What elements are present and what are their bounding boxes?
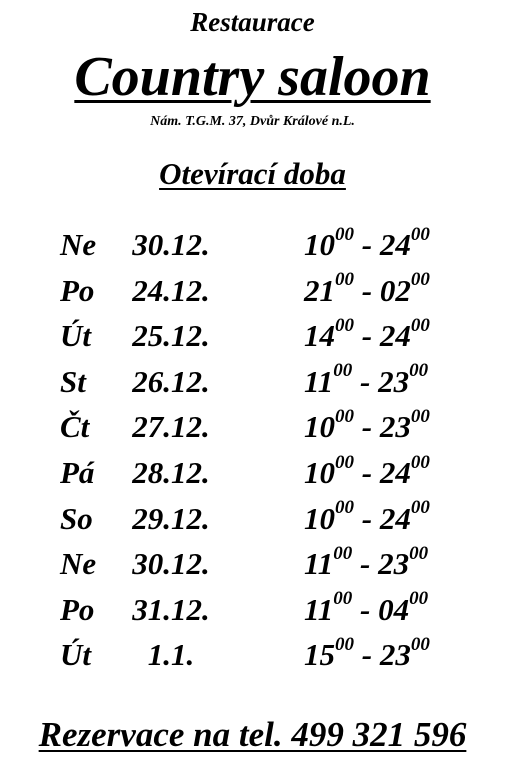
day-name: So bbox=[60, 500, 93, 536]
time-separator: - bbox=[354, 227, 380, 262]
day-name: Čt bbox=[60, 409, 90, 445]
reservation-phone: Rezervace na tel. 499 321 596 bbox=[38, 715, 467, 754]
open-minute: 00 bbox=[335, 223, 354, 245]
schedule-row: So 29.12. 1000 - 2400 bbox=[0, 496, 505, 542]
day-date: 30.12. bbox=[132, 546, 210, 582]
open-hour: 11 bbox=[304, 591, 334, 627]
day-date: 27.12. bbox=[132, 409, 210, 445]
schedule-row: Po 24.12. 2100 - 0200 bbox=[0, 268, 505, 314]
open-hour: 10 bbox=[304, 454, 335, 490]
time-separator: - bbox=[354, 318, 380, 354]
close-hour: 04 bbox=[378, 591, 410, 627]
day-name: Ne bbox=[60, 227, 97, 262]
opening-time: 1000 - 2400 bbox=[304, 222, 430, 267]
day-date: 28.12. bbox=[132, 454, 210, 490]
open-hour: 11 bbox=[304, 546, 334, 582]
day-name: Út bbox=[60, 318, 91, 354]
day-name: Út bbox=[60, 637, 91, 673]
close-minute: 00 bbox=[410, 223, 430, 245]
close-minute: 00 bbox=[409, 542, 429, 564]
day-date: 1.1. bbox=[147, 637, 195, 673]
schedule-row: Po 31.12. 1100 - 0400 bbox=[0, 587, 505, 633]
restaurant-address: Nám. T.G.M. 37, Dvůr Králové n.L. bbox=[150, 114, 355, 129]
restaurant-name: Country saloon bbox=[74, 46, 431, 108]
open-hour: 10 bbox=[304, 409, 335, 445]
schedule-row: Pá 28.12. 1000 - 2400 bbox=[0, 450, 505, 496]
close-hour: 24 bbox=[379, 318, 411, 354]
day-name: Po bbox=[60, 591, 95, 627]
open-minute: 00 bbox=[335, 406, 354, 428]
day-name: St bbox=[60, 363, 86, 399]
schedule-row: Út 25.12. 1400 - 2400 bbox=[0, 313, 505, 359]
day-name: Pá bbox=[60, 454, 95, 490]
day-date: 29.12. bbox=[132, 500, 210, 536]
open-minute: 00 bbox=[335, 451, 354, 473]
opening-time: 1000 - 2300 bbox=[304, 404, 430, 449]
opening-time: 1000 - 2400 bbox=[304, 450, 430, 495]
time-separator: - bbox=[354, 637, 380, 673]
close-minute: 00 bbox=[410, 497, 430, 519]
close-hour: 23 bbox=[379, 409, 411, 445]
close-minute: 00 bbox=[410, 269, 430, 291]
close-hour: 24 bbox=[379, 454, 411, 490]
day-name: Ne bbox=[60, 546, 97, 582]
time-separator: - bbox=[354, 500, 380, 536]
close-minute: 00 bbox=[409, 588, 429, 610]
day-date: 24.12. bbox=[132, 272, 210, 308]
time-separator: - bbox=[352, 546, 379, 582]
close-hour: 02 bbox=[379, 272, 411, 308]
opening-time: 1100 - 2300 bbox=[304, 541, 428, 586]
open-hour: 21 bbox=[304, 272, 335, 308]
time-separator: - bbox=[354, 409, 380, 445]
schedule-row: Út 1.1. 1500 - 2300 bbox=[0, 632, 505, 678]
close-minute: 00 bbox=[409, 360, 429, 382]
close-minute: 00 bbox=[410, 314, 430, 336]
close-minute: 00 bbox=[410, 451, 430, 473]
time-separator: - bbox=[354, 272, 380, 308]
opening-hours-heading: Otevírací doba bbox=[159, 156, 346, 191]
day-name: Po bbox=[60, 272, 95, 308]
close-minute: 00 bbox=[410, 406, 430, 428]
day-date: 30.12. bbox=[132, 227, 210, 262]
close-hour: 24 bbox=[379, 227, 411, 262]
opening-time: 1100 - 0400 bbox=[304, 587, 428, 632]
open-minute: 00 bbox=[335, 497, 354, 519]
close-hour: 23 bbox=[378, 546, 410, 582]
open-minute: 00 bbox=[333, 360, 353, 382]
close-hour: 24 bbox=[379, 500, 411, 536]
opening-time: 1100 - 2300 bbox=[304, 359, 428, 404]
close-hour: 23 bbox=[379, 637, 411, 673]
open-hour: 15 bbox=[304, 637, 335, 673]
day-date: 26.12. bbox=[132, 363, 210, 399]
time-separator: - bbox=[352, 363, 379, 399]
restaurant-kicker: Restaurace bbox=[190, 7, 315, 37]
opening-time: 2100 - 0200 bbox=[304, 268, 430, 313]
schedule-row: Ne 30.12. 1100 - 2300 bbox=[0, 541, 505, 587]
day-date: 25.12. bbox=[132, 318, 210, 354]
opening-hours-list: Ne 30.12. 1000 - 2400 Po 24.12. 2100 - 0200 Út… bbox=[0, 222, 505, 678]
open-minute: 00 bbox=[333, 588, 353, 610]
open-minute: 00 bbox=[335, 634, 354, 656]
opening-time: 1500 - 2300 bbox=[304, 632, 430, 677]
time-separator: - bbox=[352, 591, 379, 627]
schedule-row: Čt 27.12. 1000 - 2300 bbox=[0, 404, 505, 450]
time-separator: - bbox=[354, 454, 380, 490]
open-minute: 00 bbox=[333, 542, 353, 564]
schedule-row: Ne 30.12. 1000 - 2400 bbox=[0, 222, 505, 268]
open-hour: 14 bbox=[304, 318, 335, 354]
open-hour: 11 bbox=[304, 363, 334, 399]
close-hour: 23 bbox=[378, 363, 410, 399]
day-date: 31.12. bbox=[132, 591, 210, 627]
close-minute: 00 bbox=[410, 634, 430, 656]
schedule-row: St 26.12. 1100 - 2300 bbox=[0, 359, 505, 405]
open-minute: 00 bbox=[335, 314, 354, 336]
open-hour: 10 bbox=[304, 500, 335, 536]
open-minute: 00 bbox=[335, 269, 354, 291]
opening-time: 1000 - 2400 bbox=[304, 496, 430, 541]
open-hour: 10 bbox=[304, 227, 335, 262]
opening-time: 1400 - 2400 bbox=[304, 313, 430, 358]
